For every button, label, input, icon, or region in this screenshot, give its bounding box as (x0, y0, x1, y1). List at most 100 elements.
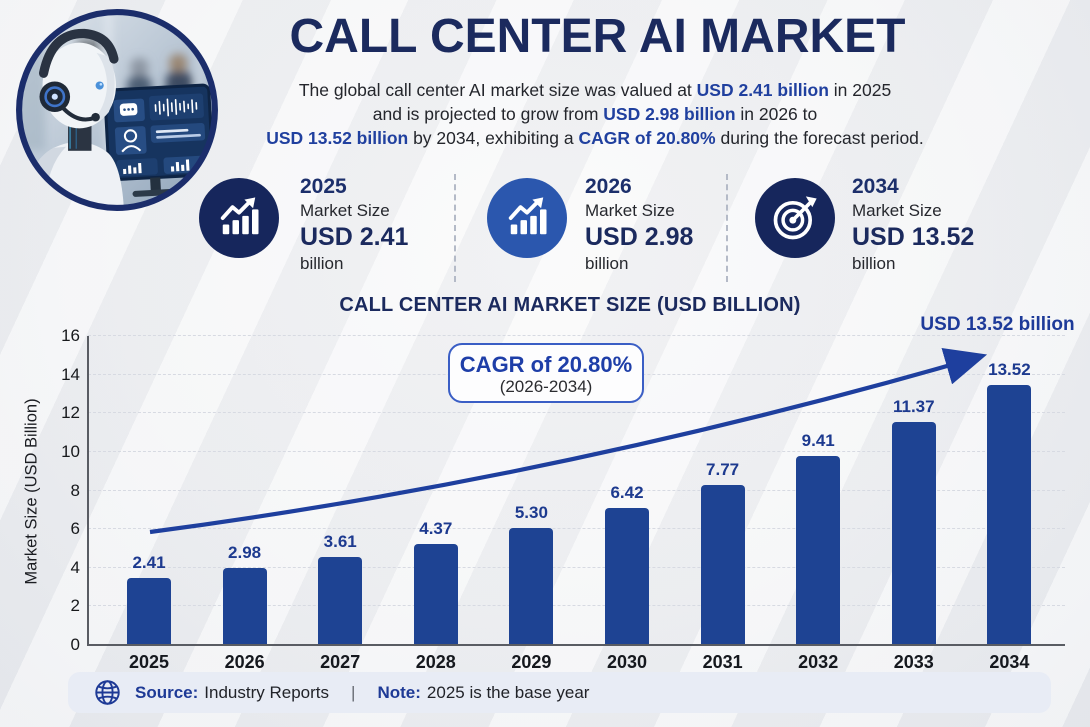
stat-label: Market Size (300, 201, 390, 220)
bar-value-label-2029: 5.30 (514, 503, 548, 522)
bar-2028 (413, 544, 458, 645)
target-icon (773, 196, 817, 240)
stat-2034-icon (755, 178, 835, 258)
gridline-4 (88, 566, 1065, 568)
y-tick-label-0: 0 (70, 635, 80, 654)
bar-value-label-2027: 3.61 (323, 532, 357, 551)
highlighted-value: USD 2.98 billion (603, 104, 736, 124)
intro-line-1: The global call center AI market size wa… (120, 78, 1070, 102)
gridline-16 (88, 335, 1065, 336)
x-tick-label-2027: 2027 (320, 652, 361, 672)
source-label: Source: (135, 682, 199, 702)
stat-year: 2026 (585, 175, 632, 198)
robot-figure (23, 28, 125, 208)
note-label: Note: (377, 682, 421, 702)
robot-photo-illustration (16, 9, 218, 211)
bar-2029 (509, 528, 554, 645)
x-tick-label-2028: 2028 (415, 652, 456, 672)
robot-call-center-photo (15, 8, 219, 212)
bar-value-label-2034: 13.52 (988, 360, 1031, 379)
chart-title: CALL CENTER AI MARKET SIZE (USD BILLION) (339, 294, 801, 316)
bar-value-label-2032: 9.41 (801, 431, 835, 450)
footer-separator: | (351, 682, 356, 702)
y-tick-label-2: 2 (70, 596, 80, 616)
footer: Source: Industry Reports | Note: 2025 is… (68, 672, 1051, 713)
peak-value-annotation: USD 13.52 billion (920, 314, 1075, 335)
y-tick-label-14: 14 (61, 364, 80, 384)
intro-paragraph: The global call center AI market size wa… (120, 78, 1070, 150)
bar-value-label-2025: 2.41 (132, 553, 166, 572)
photo-ring (16, 9, 218, 211)
stat-value: USD 2.98 (585, 223, 694, 251)
cagr-callout: CAGR of 20.80% (2026-2034) (448, 343, 644, 403)
intro-text: during the forecast period. (715, 128, 924, 148)
stat-unit: billion (852, 254, 896, 273)
x-axis-line (87, 644, 1065, 646)
x-tick-label-2029: 2029 (511, 652, 552, 672)
x-tick-label-2030: 2030 (606, 652, 648, 672)
growth-chart-icon (220, 197, 259, 235)
gridline-2 (88, 605, 1065, 607)
intro-text: in 2026 to (735, 104, 818, 124)
bar-2026 (222, 568, 267, 645)
bar-2031 (700, 485, 745, 645)
intro-line-3: USD 13.52 billion by 2034, exhibiting a … (120, 126, 1070, 150)
stat-divider (454, 174, 456, 282)
stat-value: USD 13.52 (852, 223, 975, 251)
stat-2034: 2034 Market Size USD 13.52 billion (852, 175, 1012, 276)
bar-value-label-2033: 11.37 (892, 397, 935, 416)
intro-text: in 2025 (828, 80, 892, 100)
bar-2025 (127, 578, 171, 645)
intro-text: by 2034, exhibiting a (408, 128, 579, 148)
highlighted-value: USD 13.52 billion (266, 128, 409, 148)
stat-2026-icon (487, 178, 567, 258)
stat-unit: billion (300, 254, 344, 273)
intro-line-2: and is projected to grow from USD 2.98 b… (120, 102, 1070, 126)
note-value: 2025 is the base year (426, 682, 590, 702)
stat-label: Market Size (585, 201, 675, 220)
x-tick-label-2034: 2034 (989, 652, 1030, 672)
dashboard-monitor (103, 83, 215, 197)
stat-2025-icon (199, 178, 279, 258)
y-tick-label-12: 12 (61, 403, 80, 423)
bar-2032 (796, 456, 841, 645)
highlighted-value: USD 2.41 billion (696, 80, 829, 100)
page-title: CALL CENTER AI MARKET (289, 10, 906, 63)
intro-text: and is projected to grow from (372, 104, 604, 124)
y-tick-label-8: 8 (70, 480, 80, 500)
stat-value: USD 2.41 (300, 223, 409, 251)
source-value: Industry Reports (204, 682, 330, 702)
stat-year: 2034 (852, 175, 899, 198)
y-tick-label-6: 6 (70, 519, 80, 539)
growth-chart-icon (508, 197, 547, 235)
bar-2034 (987, 385, 1032, 645)
stat-2026: 2026 Market Size USD 2.98 billion (585, 175, 735, 276)
bar-2030 (605, 508, 649, 645)
stat-divider (726, 174, 728, 282)
intro-text: The global call center AI market size wa… (298, 80, 697, 100)
cagr-value: CAGR of 20.80% (459, 352, 633, 377)
y-tick-label-4: 4 (70, 557, 80, 577)
highlighted-value: CAGR of 20.80% (578, 128, 716, 148)
bar-2027 (318, 557, 363, 645)
y-tick-label-16: 16 (61, 326, 80, 345)
bar-value-label-2031: 7.77 (706, 460, 740, 479)
x-tick-label-2033: 2033 (893, 652, 934, 672)
stat-2025: 2025 Market Size USD 2.41 billion (300, 175, 450, 276)
bar-value-label-2026: 2.98 (228, 543, 262, 562)
stat-year: 2025 (300, 175, 347, 198)
x-tick-label-2025: 2025 (128, 652, 170, 672)
globe-icon (95, 680, 120, 705)
stat-unit: billion (585, 254, 629, 273)
x-tick-label-2032: 2032 (798, 652, 839, 672)
y-tick-label-10: 10 (61, 441, 80, 461)
cagr-period: (2026-2034) (499, 377, 593, 396)
stat-label: Market Size (852, 201, 942, 220)
x-tick-label-2031: 2031 (702, 652, 743, 672)
bar-value-label-2028: 4.37 (419, 519, 453, 538)
bar-value-label-2030: 6.42 (610, 483, 644, 502)
y-axis-line (87, 336, 89, 646)
x-tick-label-2026: 2026 (224, 652, 265, 672)
bar-2033 (891, 422, 936, 645)
